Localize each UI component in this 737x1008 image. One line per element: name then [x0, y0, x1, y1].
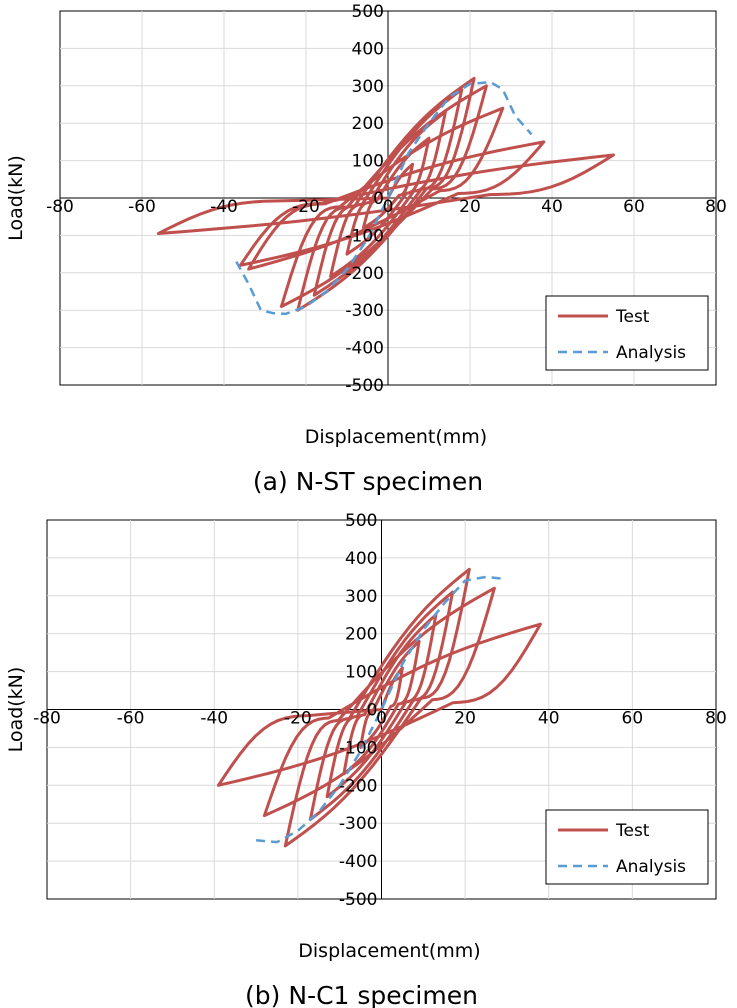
x-tick-label: 80 [705, 709, 727, 729]
chart-0: -80 -60 -40 -20 0 20 40 60 80-500-400-300-200-10… [5, 2, 727, 496]
legend-label-analysis: Analysis [616, 343, 686, 363]
y-tick-label: 400 [352, 39, 384, 59]
x-tick-label: 60 [623, 197, 645, 217]
y-tick-label: 200 [345, 625, 377, 645]
x-tick-label: -40 [210, 197, 238, 217]
legend-label-test: Test [615, 821, 650, 841]
y-tick-label: 500 [352, 2, 384, 22]
x-axis-title: Displacement(mm) [298, 940, 480, 962]
chart-1: -80 -60 -40 -20 0 20 40 60 80-500-400-300-200-10… [5, 511, 727, 1008]
y-tick-label: -100 [339, 738, 378, 758]
y-tick-label: 400 [345, 549, 377, 569]
y-tick-label: -100 [345, 226, 384, 246]
legend: Test Analysis [545, 809, 709, 885]
legend-label-analysis: Analysis [616, 857, 686, 877]
y-tick-label: -300 [345, 301, 384, 321]
y-tick-label: -500 [339, 890, 378, 910]
x-tick-label: -80 [33, 709, 61, 729]
y-tick-label: 0 [373, 189, 384, 209]
series-analysis-line [255, 575, 503, 844]
y-axis-title: Load(kN) [5, 155, 27, 241]
legend: Test Analysis [545, 295, 709, 371]
x-tick-label: 40 [538, 709, 560, 729]
y-tick-label: 100 [345, 663, 377, 683]
x-tick-label: 40 [541, 197, 563, 217]
x-tick-label: -60 [117, 709, 145, 729]
x-tick-label: 80 [705, 197, 727, 217]
y-tick-label: -300 [339, 814, 378, 834]
y-tick-label: 0 [367, 701, 378, 721]
y-tick-label: 200 [352, 114, 384, 134]
x-tick-label: -40 [200, 709, 228, 729]
chart-caption: (a) N-ST specimen [253, 467, 483, 496]
x-tick-label: 20 [459, 197, 481, 217]
y-tick-label: -400 [345, 339, 384, 359]
x-tick-label: -20 [292, 197, 320, 217]
y-tick-label: -400 [339, 852, 378, 872]
x-tick-label: 60 [622, 709, 644, 729]
x-tick-label: 0 [376, 709, 387, 729]
legend-label-test: Test [615, 307, 650, 327]
y-tick-label: -500 [345, 376, 384, 396]
y-tick-label: 500 [345, 511, 377, 531]
y-axis-title: Load(kN) [5, 667, 27, 753]
y-tick-label: -200 [345, 264, 384, 284]
x-tick-label: -80 [46, 197, 74, 217]
x-tick-label: 20 [454, 709, 476, 729]
legend-box [545, 295, 709, 371]
y-tick-label: 300 [352, 77, 384, 97]
y-tick-label: -200 [339, 776, 378, 796]
series-analysis-line [235, 80, 533, 316]
y-tick-label: 300 [345, 587, 377, 607]
x-tick-label: 0 [383, 197, 394, 217]
x-axis-title: Displacement(mm) [305, 426, 487, 448]
series-test-line [216, 567, 542, 848]
legend-box [545, 809, 709, 885]
x-tick-label: -60 [128, 197, 156, 217]
y-tick-label: 100 [352, 152, 384, 172]
x-tick-label: -20 [284, 709, 312, 729]
chart-caption: (b) N-C1 specimen [245, 981, 478, 1008]
series-test-line [156, 76, 615, 312]
